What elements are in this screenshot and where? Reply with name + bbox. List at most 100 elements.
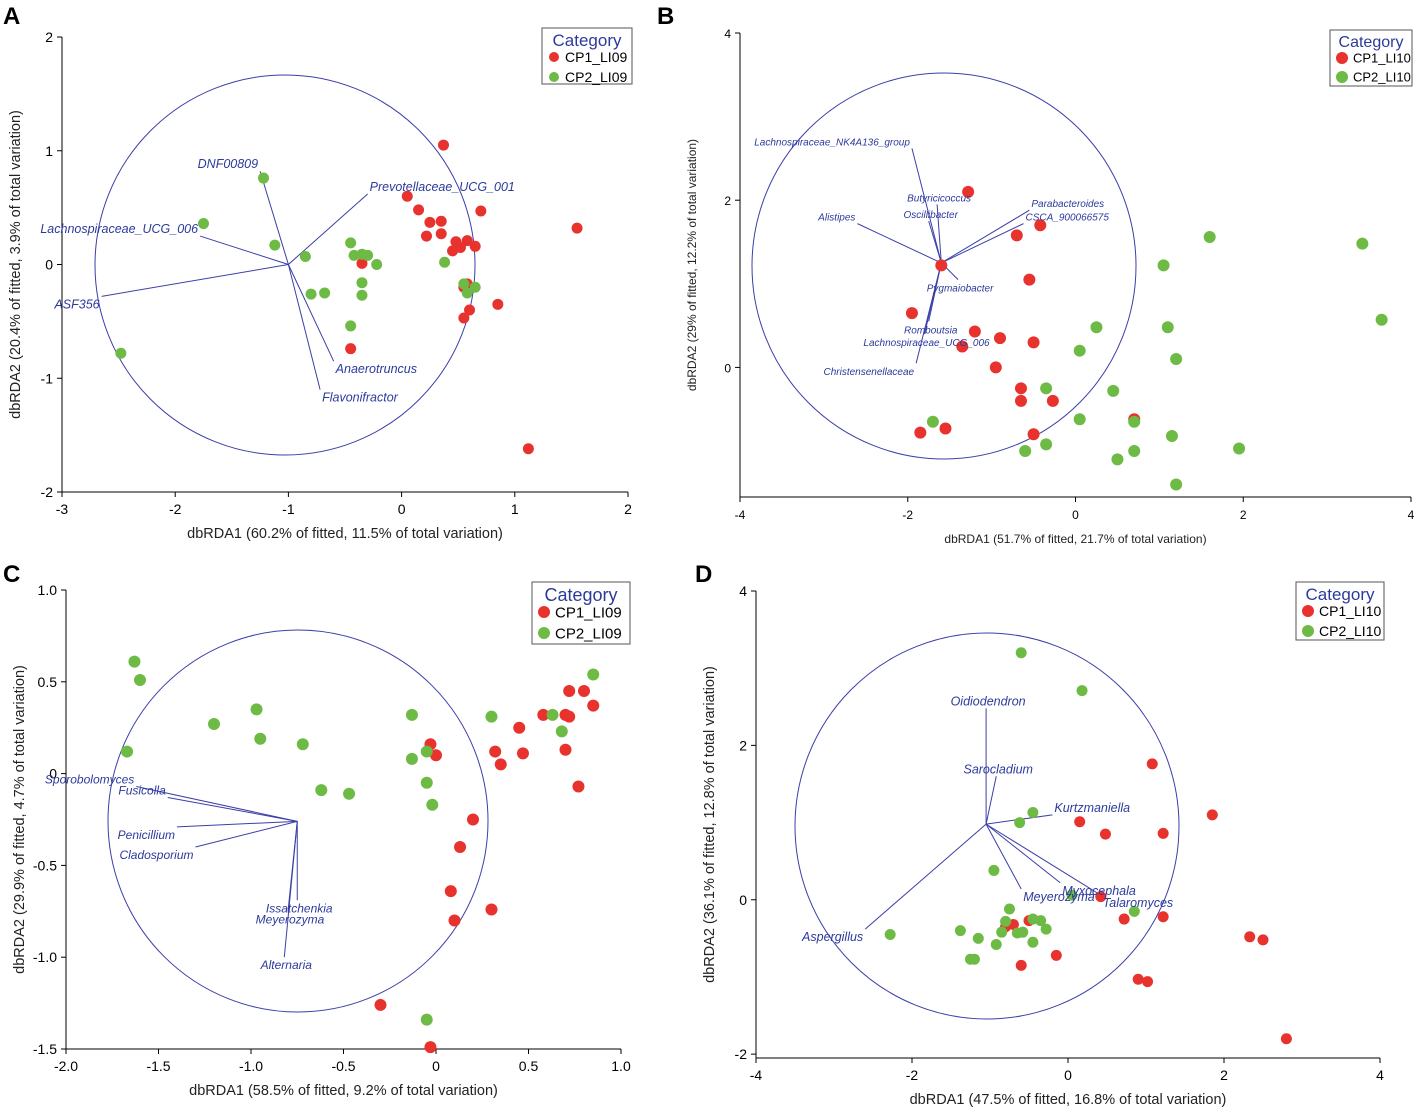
data-point xyxy=(1074,816,1086,828)
x-tick-label: 0 xyxy=(398,501,406,517)
y-tick-label: -1.0 xyxy=(33,949,57,965)
x-tick-label: 0.5 xyxy=(519,1058,539,1074)
vector-line xyxy=(915,262,942,364)
data-point xyxy=(454,841,467,854)
data-point xyxy=(1066,889,1078,901)
vector-label: Aspergillus xyxy=(801,930,863,944)
vector-line xyxy=(287,264,321,390)
data-point xyxy=(1107,384,1120,397)
x-tick-label: 2 xyxy=(1220,1067,1228,1083)
data-point xyxy=(485,903,498,916)
data-point xyxy=(319,287,331,299)
data-point xyxy=(461,235,473,247)
x-tick-label: -3 xyxy=(56,501,69,517)
data-point xyxy=(1356,237,1369,250)
y-axis-title: dbRDA2 (29.9% of fitted, 4.7% of total v… xyxy=(12,665,28,974)
panel-b: B -4 -2 0 2 4 0 2 4 dbRDA1 (51.7% of fitted, 21.7… xyxy=(657,3,1415,546)
data-point xyxy=(1027,336,1040,349)
data-point xyxy=(1023,273,1036,286)
vector-label: Issatchenkia xyxy=(266,901,333,915)
data-point xyxy=(555,725,568,738)
data-point xyxy=(458,312,470,324)
data-point xyxy=(587,668,600,681)
data-point xyxy=(435,215,447,227)
legend-title: Category xyxy=(544,585,617,605)
data-point xyxy=(458,278,470,290)
data-point xyxy=(572,780,585,793)
x-axis-title: dbRDA1 (60.2% of fitted, 11.5% of total … xyxy=(187,526,503,542)
data-point xyxy=(464,304,476,316)
data-point xyxy=(424,216,436,228)
vector-line xyxy=(199,235,289,265)
data-point xyxy=(1375,313,1388,326)
vector-label: Prevotellaceae_UCG_001 xyxy=(370,180,515,194)
y-tick-label: -2 xyxy=(41,484,54,500)
y-tick-label: 0 xyxy=(45,257,53,273)
y-tick-label: 0.5 xyxy=(38,674,58,690)
vector-label: ASF356 xyxy=(53,297,99,311)
data-point xyxy=(134,673,146,686)
data-point xyxy=(513,721,526,734)
data-point xyxy=(989,361,1002,374)
data-point xyxy=(1170,353,1183,366)
data-point xyxy=(563,710,576,723)
vector-line xyxy=(985,776,997,825)
vector-label: Flavonifractor xyxy=(322,391,399,405)
data-point xyxy=(121,745,134,758)
vector-label: Talaromyces xyxy=(1103,896,1173,910)
data-point xyxy=(198,218,209,230)
vector-line xyxy=(928,220,942,264)
x-tick-label: 1 xyxy=(511,501,519,517)
data-point xyxy=(435,228,447,240)
x-tick-label: 2 xyxy=(624,501,632,517)
data-point xyxy=(571,222,583,234)
data-point xyxy=(578,684,590,697)
data-point xyxy=(374,998,387,1011)
data-point xyxy=(1014,382,1027,395)
data-point xyxy=(405,708,418,721)
vector-line xyxy=(176,820,298,828)
data-point xyxy=(1146,758,1158,770)
x-tick-label: 0 xyxy=(1064,1067,1072,1083)
data-point xyxy=(343,787,356,800)
y-tick-label: 0 xyxy=(739,892,747,908)
data-point xyxy=(1040,438,1053,451)
x-tick-label: -2 xyxy=(902,508,913,522)
data-point xyxy=(956,340,969,353)
data-point xyxy=(444,885,457,898)
data-point xyxy=(315,784,328,797)
data-point xyxy=(559,743,572,756)
data-point xyxy=(1128,905,1140,917)
vector-label: Oidiodendron xyxy=(951,694,1026,708)
data-point xyxy=(208,718,220,731)
data-point xyxy=(356,277,368,289)
data-point xyxy=(996,926,1008,938)
legend-marker xyxy=(1336,52,1348,64)
data-point xyxy=(405,752,418,765)
data-point xyxy=(990,939,1002,951)
data-point xyxy=(1157,827,1169,839)
vector-line xyxy=(283,821,298,958)
correlation-circle xyxy=(107,629,489,1013)
data-point xyxy=(884,928,896,940)
vector-label: Anaerotruncus xyxy=(335,362,417,376)
legend-label: CP1_LI09 xyxy=(565,49,627,65)
data-point xyxy=(1257,934,1269,946)
legend-title: Category xyxy=(1306,585,1375,604)
y-tick-label: -1 xyxy=(41,370,54,386)
x-tick-label: 0 xyxy=(432,1058,440,1074)
data-point xyxy=(469,240,481,252)
legend-marker xyxy=(1302,605,1314,617)
vector-line xyxy=(287,264,335,362)
data-point xyxy=(1203,230,1216,243)
x-tick-label: -4 xyxy=(750,1067,763,1083)
data-point xyxy=(968,325,981,338)
vector-label: CSCA_900066575 xyxy=(1025,213,1109,224)
y-tick-label: 0 xyxy=(49,766,57,782)
data-point xyxy=(1040,382,1053,395)
vector-label: Kurtzmaniella xyxy=(1054,801,1130,815)
data-point xyxy=(439,256,451,268)
data-point xyxy=(954,925,966,937)
x-tick-label: -1.0 xyxy=(239,1058,263,1074)
